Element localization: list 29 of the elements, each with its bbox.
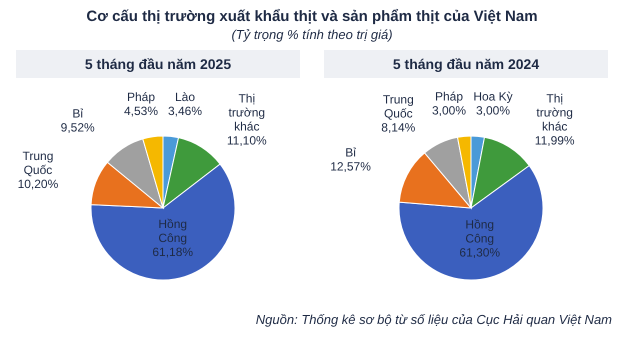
slice-label: Hồng Công — [158, 217, 188, 246]
slice-label: Lào — [174, 90, 196, 104]
text: Cơ cấu thị trường xuất khẩu thịt và sản phẩm thịt của Việt Nam — [85, 8, 539, 25]
data-label: 11,99% — [534, 133, 575, 148]
data-label: 4,53% — [124, 104, 158, 118]
slice-label: Bỉ — [72, 106, 84, 120]
data-label: 3,46% — [168, 104, 202, 118]
data-label: 11,10% — [226, 133, 268, 148]
chart-title: 5 tháng đầu năm 2025 — [16, 50, 300, 78]
slice-label: Hoa Kỳ — [473, 90, 513, 104]
data-label: 8,14% — [381, 120, 416, 134]
slice-label: Thị trường khác — [536, 91, 573, 134]
data-label: 61,30% — [459, 245, 500, 260]
data-label: 3,00% — [476, 104, 510, 118]
slice-label: Trung Quốc — [382, 92, 414, 120]
data-label: 3,00% — [432, 104, 466, 118]
text: Nguồn: Thống kê sơ bộ từ số liệu của Cục Hải quan Việt Nam — [256, 312, 612, 327]
data-label: 61,18% — [152, 245, 194, 260]
slice-label: Pháp — [434, 90, 464, 104]
chart-title: 5 tháng đầu năm 2024 — [324, 50, 608, 78]
data-label: 12,57% — [330, 160, 372, 174]
slice-label: Trung Quốc — [22, 148, 54, 177]
text: (Tỷ trọng % tính theo trị giá) — [230, 27, 394, 42]
data-label: 10,20% — [18, 176, 59, 191]
slice-label: Hồng Công — [465, 217, 494, 246]
slice-label: Thị trường khác — [228, 91, 266, 134]
slice-label: Bỉ — [345, 146, 356, 160]
slice-label: Pháp — [126, 90, 156, 104]
data-label: 9,52% — [60, 120, 96, 134]
